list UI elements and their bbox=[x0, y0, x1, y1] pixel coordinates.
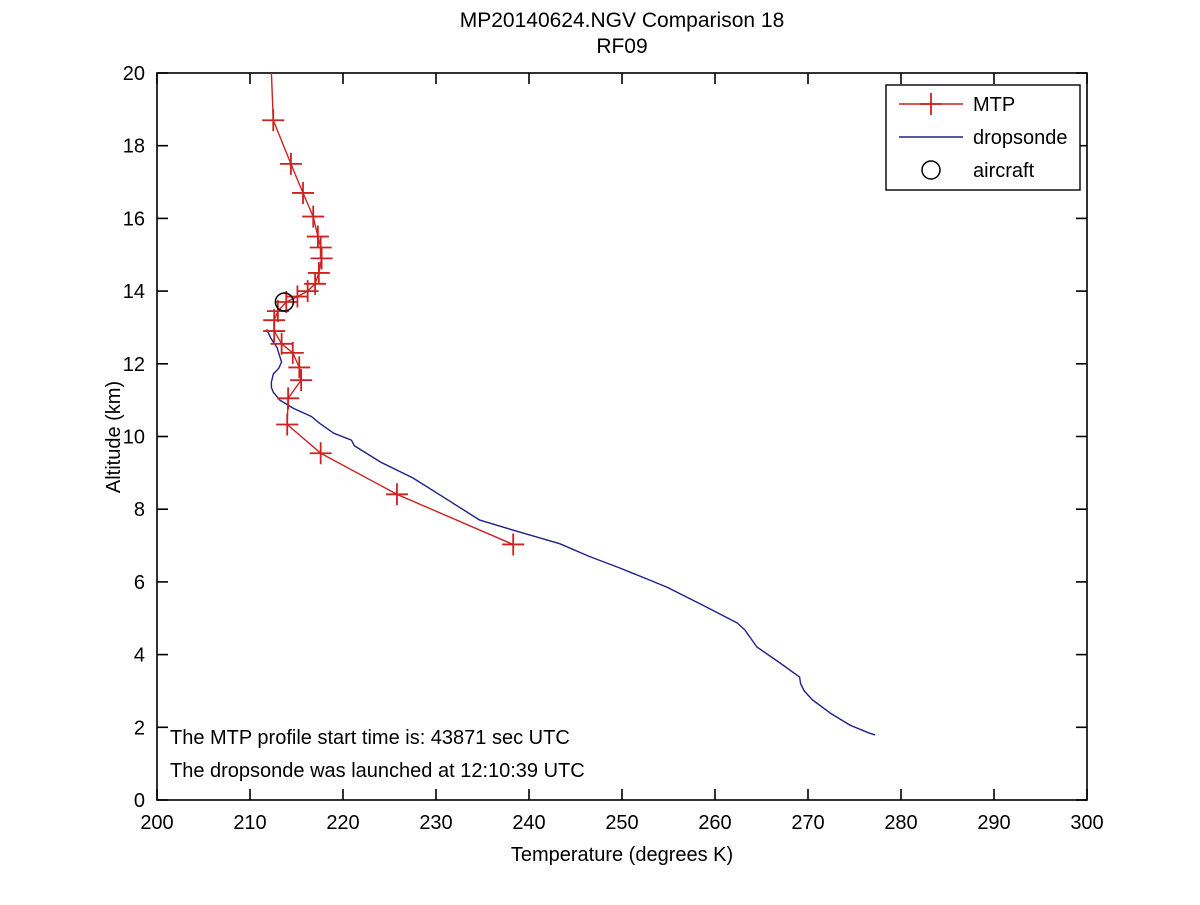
legend-label-mtp: MTP bbox=[973, 94, 1015, 116]
y-tick-label: 10 bbox=[123, 427, 145, 449]
mtp-plus-marker bbox=[290, 369, 313, 392]
chart-subtitle: RF09 bbox=[596, 35, 647, 58]
mtp-plus-marker bbox=[276, 413, 299, 436]
annotation-dropsonde-launch-time: The dropsonde was launched at 12:10:39 U… bbox=[170, 760, 585, 782]
x-tick-label: 240 bbox=[512, 812, 545, 834]
x-tick-label: 200 bbox=[140, 812, 173, 834]
y-tick-label: 8 bbox=[134, 499, 145, 521]
mtp-plus-marker bbox=[292, 181, 315, 204]
legend-label-aircraft: aircraft bbox=[973, 160, 1035, 182]
mtp-plus-marker bbox=[307, 261, 330, 284]
mtp-plus-marker bbox=[302, 205, 325, 228]
aircraft-circle-marker bbox=[274, 292, 295, 312]
plot-area bbox=[262, 72, 876, 736]
mtp-plus-marker bbox=[296, 280, 319, 303]
mtp-plus-marker bbox=[288, 356, 311, 379]
x-tick-label: 220 bbox=[326, 812, 359, 834]
x-tick-label: 260 bbox=[698, 812, 731, 834]
mtp-plus-marker bbox=[270, 332, 293, 355]
axes: 200 210 220 230 240 250 260 270 280 290 300 0 2 4 6 8 10… bbox=[123, 63, 1104, 834]
x-tick-label: 300 bbox=[1070, 812, 1103, 834]
y-tick-label: 6 bbox=[134, 572, 145, 594]
x-tick-label: 270 bbox=[791, 812, 824, 834]
annotation-mtp-start-time: The MTP profile start time is: 43871 sec… bbox=[170, 727, 570, 749]
mtp-plus-marker bbox=[279, 152, 302, 175]
mtp-line bbox=[270, 72, 514, 546]
mtp-plus-marker bbox=[306, 225, 329, 248]
x-tick-label: 250 bbox=[605, 812, 638, 834]
mtp-plus-marker bbox=[262, 109, 285, 132]
mtp-plus-marker bbox=[502, 533, 525, 556]
mtp-plus-marker bbox=[281, 341, 304, 364]
legend-plus-marker bbox=[920, 93, 942, 115]
y-tick-label: 4 bbox=[134, 645, 145, 667]
x-tick-label: 230 bbox=[419, 812, 452, 834]
mtp-plus-marker bbox=[385, 483, 408, 506]
y-tick-label: 2 bbox=[134, 717, 145, 739]
dropsonde-line bbox=[266, 329, 876, 736]
mtp-plus-marker bbox=[277, 387, 300, 410]
mtp-plus-marker bbox=[309, 236, 332, 259]
mtp-plus-marker bbox=[286, 285, 309, 308]
y-tick-label: 0 bbox=[134, 790, 145, 812]
legend-label-dropsonde: dropsonde bbox=[973, 127, 1068, 149]
x-tick-label: 210 bbox=[233, 812, 266, 834]
chart-title: MP20140624.NGV Comparison 18 bbox=[460, 9, 785, 32]
x-tick-label: 290 bbox=[977, 812, 1010, 834]
y-axis-label: Altitude (km) bbox=[103, 381, 125, 493]
y-tick-label: 14 bbox=[123, 281, 145, 303]
legend-circle-marker bbox=[921, 160, 941, 180]
x-axis-label: Temperature (degrees K) bbox=[511, 844, 733, 866]
y-tick-label: 20 bbox=[123, 63, 145, 85]
legend: MTP dropsonde aircraft bbox=[885, 84, 1081, 191]
y-tick-label: 12 bbox=[123, 354, 145, 376]
y-tick-label: 18 bbox=[123, 136, 145, 158]
mtp-plus-marker bbox=[310, 247, 333, 270]
y-tick-label: 16 bbox=[123, 208, 145, 230]
mtp-plus-marker bbox=[309, 442, 332, 465]
x-tick-label: 280 bbox=[884, 812, 917, 834]
mtp-plus-marker bbox=[263, 320, 286, 343]
